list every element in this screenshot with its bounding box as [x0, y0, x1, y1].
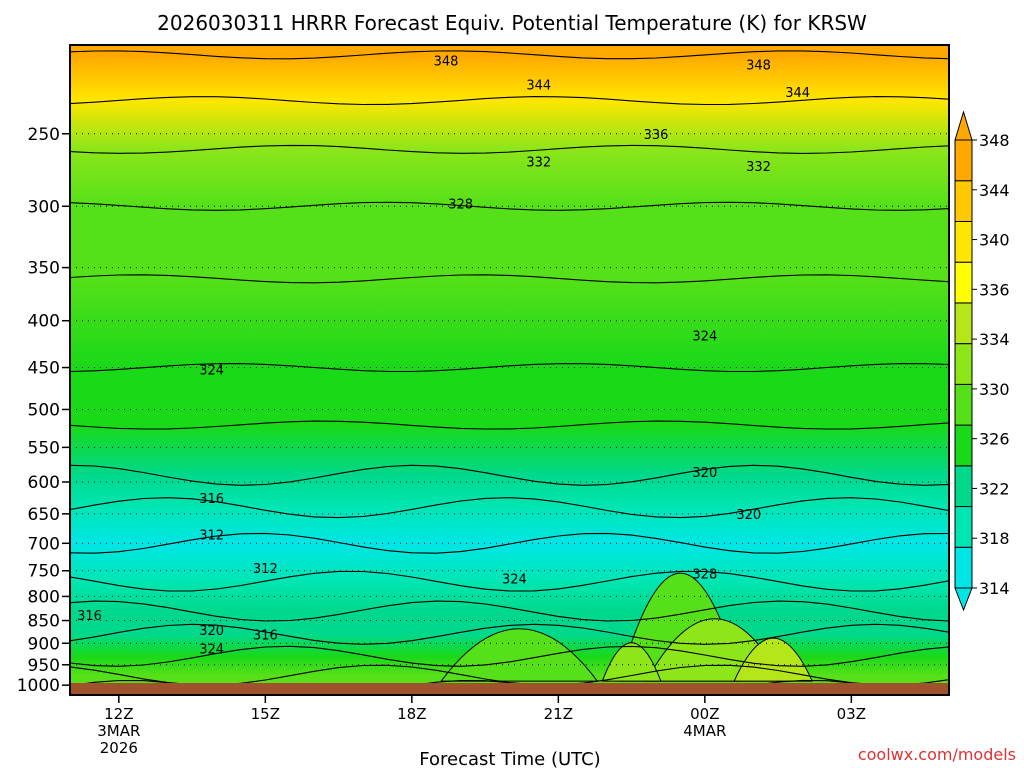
y-tick-label: 400: [28, 312, 60, 332]
x-tick-label: 18Z: [397, 705, 426, 723]
x-tick-label: 03Z: [837, 705, 866, 723]
contour-line: [70, 570, 949, 592]
contour-line: [70, 363, 949, 373]
color-bar-segment: [954, 261, 973, 304]
contour-line: [70, 532, 949, 554]
color-bar-label: 314: [979, 579, 1010, 598]
x-tick-label: 15Z: [251, 705, 280, 723]
contour-label: 332: [526, 155, 551, 170]
contour-label: 320: [736, 508, 761, 523]
contour-label: 320: [692, 466, 717, 481]
x-tick-label: 12Z: [104, 705, 133, 723]
y-tick-label: 500: [28, 400, 60, 420]
y-tick-label: 450: [28, 359, 60, 379]
color-bar-segment: [954, 506, 973, 548]
contour-label: 344: [526, 79, 551, 94]
contour-label: 316: [253, 628, 278, 643]
color-bar-label: 330: [979, 380, 1010, 399]
color-bar-label: 348: [979, 131, 1010, 150]
contour-line: [70, 464, 949, 486]
contour-line: [70, 600, 949, 622]
y-tick-label: 950: [28, 656, 60, 676]
contour-label: 324: [502, 573, 527, 588]
x-tick-year: 2026: [100, 739, 138, 757]
contour-label: 328: [692, 567, 717, 582]
color-bar-segment: [954, 302, 973, 345]
contour-label: 320: [199, 624, 224, 639]
color-bar-label: 322: [979, 479, 1010, 498]
contour-label: 336: [644, 128, 669, 143]
contour-line: [70, 497, 949, 519]
contour-line: [70, 274, 949, 284]
x-tick-label: 00Z: [690, 705, 719, 723]
x-tick-date: 3MAR: [97, 722, 140, 740]
contour-label: 348: [746, 58, 771, 73]
contour-line: [70, 96, 949, 106]
contour-label: 328: [448, 198, 473, 213]
plot-area: 348 348 344 344 336 332 332 328 324 324 320 320 316 3…: [70, 45, 949, 695]
y-tick-label: 300: [28, 197, 60, 217]
y-tick-label: 650: [28, 505, 60, 525]
contour-labels: 348 348 344 344 336 332 332 328 324 324 320 320 316 3…: [77, 55, 810, 658]
contour-label: 324: [199, 643, 224, 658]
contour-line: [70, 144, 949, 154]
contour-label: 348: [434, 55, 459, 70]
color-bar-legend: 314 318 322 326 330 334 336 340 344 348: [954, 110, 1010, 612]
color-bar-label: 326: [979, 430, 1010, 449]
y-tick-label: 700: [28, 534, 60, 554]
contour-label: 316: [77, 609, 102, 624]
y-tick-label: 1000: [17, 676, 60, 696]
warm-lobe: [440, 628, 599, 682]
contour-label: 344: [785, 86, 810, 101]
contour-label: 324: [199, 363, 224, 378]
y-tick-label: 600: [28, 473, 60, 493]
x-axis-label: Forecast Time (UTC): [419, 749, 600, 768]
color-bar-segment: [954, 546, 973, 589]
x-tick-label: 21Z: [544, 705, 573, 723]
color-bar-segment: [954, 139, 973, 182]
color-bar-segment: [954, 220, 973, 263]
color-bar-segment: [954, 465, 973, 508]
contour-label: 312: [253, 562, 278, 577]
color-bar-label: 344: [979, 181, 1010, 200]
color-bar-label: 336: [979, 280, 1010, 299]
contour-label: 312: [199, 529, 224, 544]
y-tick-label: 800: [28, 587, 60, 607]
color-bar-top-arrow: [954, 110, 973, 141]
plot-frame: [69, 44, 950, 696]
contour-lines: [70, 50, 949, 695]
color-bar-bottom-arrow: [954, 587, 973, 612]
y-tick-label: 900: [28, 634, 60, 654]
contour-line: [70, 50, 949, 60]
contour-fill-features: [440, 572, 814, 682]
contour-label: 316: [199, 492, 224, 507]
color-bar-segment: [954, 424, 973, 467]
contour-label: 332: [746, 160, 771, 175]
contour-label: 324: [692, 329, 717, 344]
credit-text: coolwx.com/models: [858, 745, 1016, 764]
contour-line: [70, 623, 949, 645]
color-bar-label: 334: [979, 330, 1010, 349]
contour-line: [70, 645, 949, 667]
color-bar-segment: [954, 180, 973, 222]
color-bar-segment: [954, 343, 973, 385]
color-bar-label: 318: [979, 529, 1010, 548]
contour-line: [70, 201, 949, 211]
chart-title: 2026030311 HRRR Forecast Equiv. Potentia…: [157, 11, 867, 35]
y-axis: 2503003504004505005506006507007508008509…: [17, 125, 70, 696]
y-tick-label: 750: [28, 562, 60, 582]
color-bar-label: 340: [979, 231, 1010, 250]
color-bar-segment: [954, 383, 973, 426]
y-tick-label: 350: [28, 259, 60, 279]
y-tick-label: 550: [28, 438, 60, 458]
x-tick-date: 4MAR: [683, 722, 726, 740]
y-tick-label: 250: [28, 125, 60, 145]
grid-lines: [70, 133, 949, 686]
y-tick-label: 850: [28, 612, 60, 632]
contour-line: [70, 420, 949, 430]
ground-surface: [70, 683, 949, 695]
